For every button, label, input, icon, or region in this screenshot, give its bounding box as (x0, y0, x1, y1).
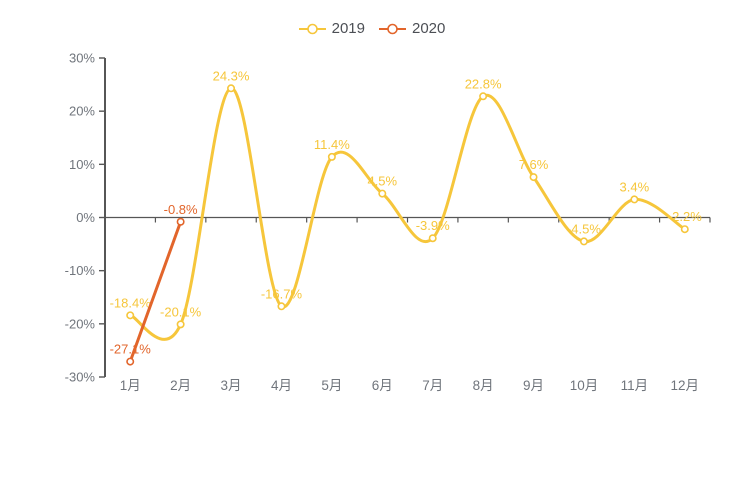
data-point-2019-9月[interactable] (529, 173, 538, 182)
data-label-2019-2月: -20.1% (160, 304, 202, 319)
x-axis-label: 3月 (221, 378, 242, 393)
data-label-2019-9月: 7.6% (519, 157, 549, 172)
legend-item-2020[interactable]: 2020 (379, 20, 445, 37)
x-axis-label: 9月 (523, 378, 544, 393)
y-axis-label: 30% (69, 51, 95, 66)
data-point-2019-4月[interactable] (277, 302, 286, 311)
data-label-2019-8月: 22.8% (465, 76, 502, 91)
x-axis-label: 10月 (570, 378, 599, 393)
data-point-2019-11月[interactable] (630, 195, 639, 204)
y-axis-label: 20% (69, 104, 95, 119)
y-axis-label: -10% (65, 263, 96, 278)
data-point-2019-10月[interactable] (579, 237, 588, 246)
y-axis-label: -30% (65, 370, 96, 385)
legend-label-2019: 2019 (331, 20, 365, 37)
legend-marker-2019-icon (298, 23, 326, 34)
data-label-2019-5月: 11.4% (314, 137, 350, 152)
data-label-2020-2月: -0.8% (164, 202, 198, 217)
x-axis-label: 5月 (321, 378, 342, 393)
y-axis-label: 10% (69, 157, 95, 172)
data-label-2019-12月: -2.2% (668, 209, 702, 224)
data-label-2020-1月: -27.1% (110, 342, 152, 357)
y-axis-label: 0% (76, 210, 95, 225)
x-axis-label: 1月 (120, 378, 141, 393)
data-label-2019-6月: 4.5% (367, 174, 397, 189)
legend-item-2019[interactable]: 2019 (298, 20, 365, 37)
data-point-2019-8月[interactable] (479, 92, 488, 101)
data-label-2019-4月: -16.7% (261, 286, 303, 301)
data-point-2019-12月[interactable] (680, 225, 689, 234)
legend-label-2020: 2020 (412, 20, 446, 37)
y-axis-label: -20% (65, 316, 96, 331)
data-point-2019-6月[interactable] (378, 189, 387, 198)
data-point-2019-7月[interactable] (428, 234, 437, 243)
x-axis-label: 4月 (271, 378, 292, 393)
data-label-2019-10月: -4.5% (567, 221, 601, 236)
x-axis-label: 11月 (621, 378, 649, 393)
legend-marker-2020-icon (379, 23, 406, 34)
x-axis-label: 12月 (671, 378, 700, 393)
data-point-2019-1月[interactable] (126, 311, 135, 320)
series-line-2020 (128, 220, 183, 364)
chart-legend: 2019 2020 (0, 20, 744, 37)
data-point-2019-3月[interactable] (227, 84, 236, 93)
series-line-2019 (128, 86, 687, 341)
x-axis-label: 2月 (170, 378, 191, 393)
data-label-2019-11月: 3.4% (620, 179, 650, 194)
data-point-2019-2月[interactable] (176, 320, 185, 329)
x-axis-label: 7月 (422, 378, 443, 393)
data-label-2019-1月: -18.4% (110, 295, 152, 310)
data-label-2019-3月: 24.3% (213, 68, 250, 83)
x-axis-label: 6月 (372, 378, 393, 393)
x-axis-label: 8月 (473, 378, 494, 393)
data-point-2019-5月[interactable] (327, 152, 336, 161)
data-point-2020-1月[interactable] (126, 357, 135, 366)
data-label-2019-7月: -3.9% (416, 218, 450, 233)
data-point-2020-2月[interactable] (176, 217, 185, 226)
